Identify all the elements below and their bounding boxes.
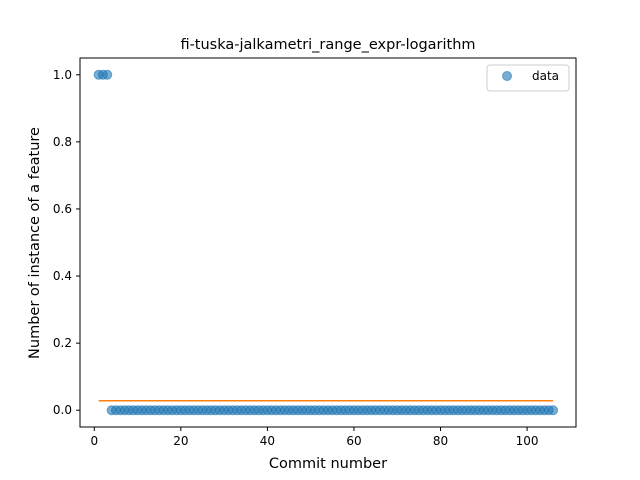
chart-title: fi-tuska-jalkametri_range_expr-logarithm xyxy=(180,37,475,53)
legend-label-data: data xyxy=(532,69,559,83)
x-tick-label: 40 xyxy=(260,434,275,448)
plot-area xyxy=(93,69,559,416)
y-tick-label: 1.0 xyxy=(53,68,72,82)
legend-marker-data xyxy=(502,71,512,81)
x-tick-label: 100 xyxy=(516,434,539,448)
y-tick-label: 0.6 xyxy=(53,202,72,216)
axis-ticks: 0 20 40 60 80 100 0.0 0.2 0.4 0.6 0.8 1.0 xyxy=(53,68,539,448)
x-axis-label: Commit number xyxy=(269,456,387,472)
axes-frame xyxy=(79,57,577,428)
y-tick-label: 0.8 xyxy=(53,135,72,149)
data-point xyxy=(548,405,559,416)
y-tick-label: 0.0 xyxy=(53,403,72,417)
y-tick-label: 0.2 xyxy=(53,336,72,350)
x-tick-label: 20 xyxy=(173,434,188,448)
x-tick-label: 60 xyxy=(346,434,361,448)
x-tick-label: 0 xyxy=(90,434,98,448)
y-axis-label: Number of instance of a feature xyxy=(27,127,43,359)
x-tick-label: 80 xyxy=(433,434,448,448)
legend: data xyxy=(486,64,570,92)
data-point xyxy=(102,69,113,80)
y-tick-label: 0.4 xyxy=(53,269,72,283)
